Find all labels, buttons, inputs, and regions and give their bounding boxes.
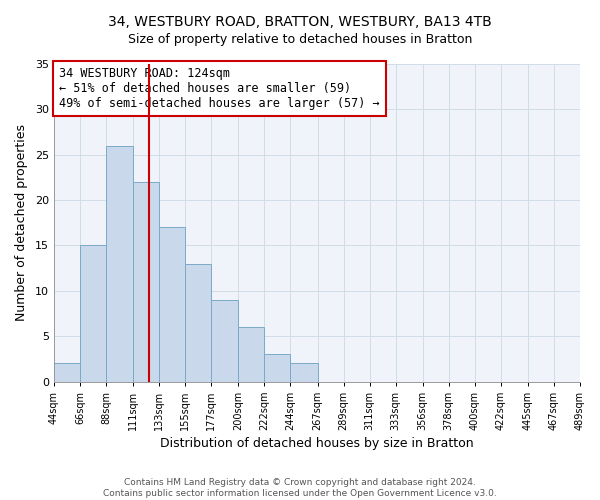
Text: 34, WESTBURY ROAD, BRATTON, WESTBURY, BA13 4TB: 34, WESTBURY ROAD, BRATTON, WESTBURY, BA… [108,15,492,29]
Bar [80,246,106,382]
Bar [106,146,133,382]
X-axis label: Distribution of detached houses by size in Bratton: Distribution of detached houses by size … [160,437,474,450]
Bar [238,327,265,382]
Y-axis label: Number of detached properties: Number of detached properties [15,124,28,322]
Bar [290,364,317,382]
Bar [159,228,185,382]
Bar [265,354,290,382]
Bar [133,182,159,382]
Bar [185,264,211,382]
Bar [54,364,80,382]
Text: Size of property relative to detached houses in Bratton: Size of property relative to detached ho… [128,32,472,46]
Text: 34 WESTBURY ROAD: 124sqm
← 51% of detached houses are smaller (59)
49% of semi-d: 34 WESTBURY ROAD: 124sqm ← 51% of detach… [59,67,380,110]
Text: Contains HM Land Registry data © Crown copyright and database right 2024.
Contai: Contains HM Land Registry data © Crown c… [103,478,497,498]
Bar [211,300,238,382]
